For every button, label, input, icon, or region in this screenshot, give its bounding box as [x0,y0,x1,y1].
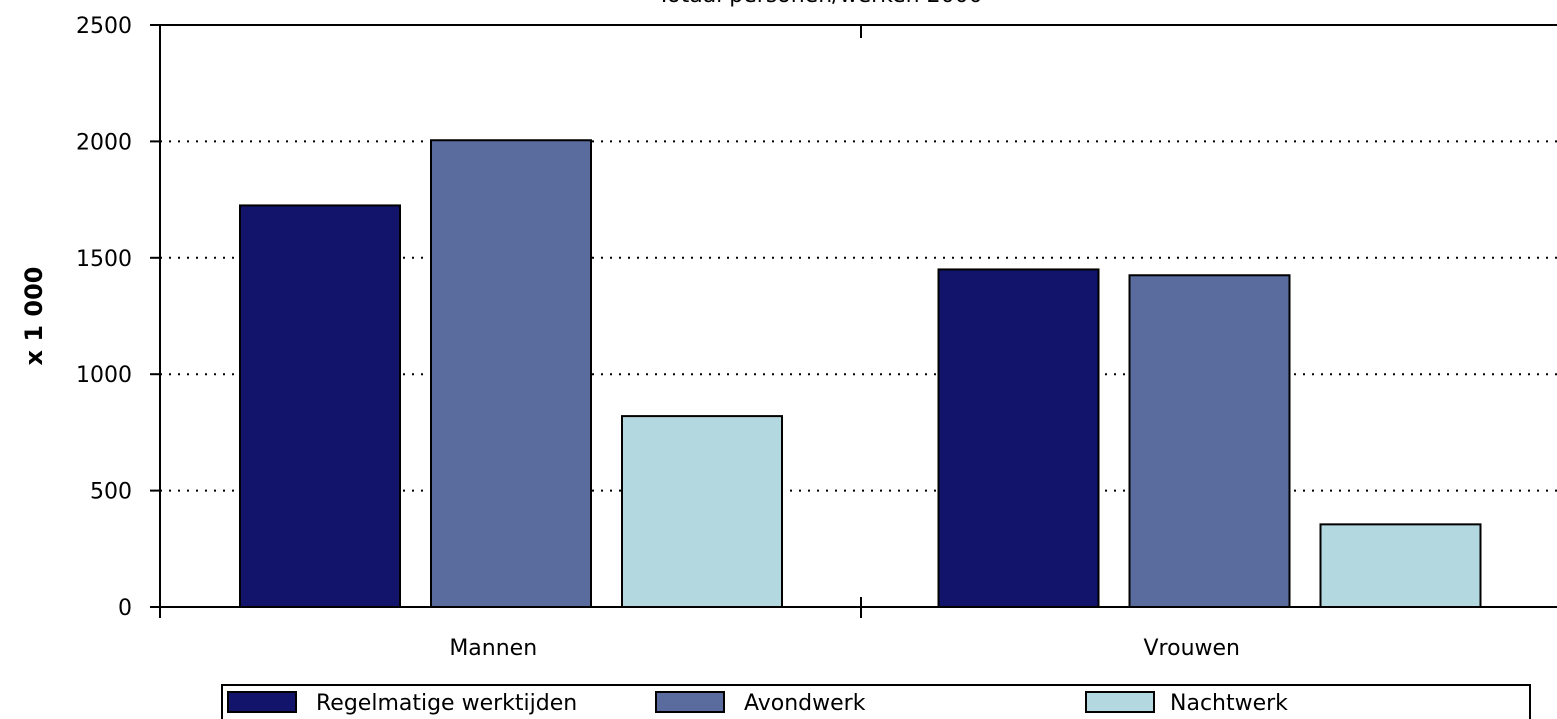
bar [1128,274,1291,608]
y-tick-label: 2500 [76,14,132,39]
bars [239,139,1482,609]
y-tick-label: 1000 [76,363,132,388]
axes [150,24,1557,618]
legend-swatch [227,691,297,713]
y-axis-label: x 1 000 [20,267,48,366]
category-labels: Mannen Vrouwen [449,636,1240,661]
category-label: Mannen [449,636,537,661]
bar [621,415,783,608]
y-tick-label: 0 [118,596,132,621]
y-tick-label: 500 [90,480,132,505]
chart-title: Totaal personen/werken 2000 [656,0,982,8]
legend-swatch [1085,691,1155,713]
legend-box [221,684,1531,719]
bar [239,204,401,608]
legend-label: Avondwerk [744,691,866,716]
bar [1319,523,1482,609]
legend-swatch [655,691,725,713]
legend: Regelmatige werktijden Avondwerk Nachtwerk [221,684,1531,719]
legend-label: Regelmatige werktijden [316,691,577,716]
y-tick-label: 2000 [76,130,132,155]
y-tick-label: 1500 [76,247,132,272]
bar [430,139,592,608]
legend-label: Nachtwerk [1170,691,1288,716]
category-label: Vrouwen [1144,636,1241,661]
bar [937,268,1100,608]
y-tick-labels: 0 500 1000 1500 2000 2500 [76,14,132,621]
